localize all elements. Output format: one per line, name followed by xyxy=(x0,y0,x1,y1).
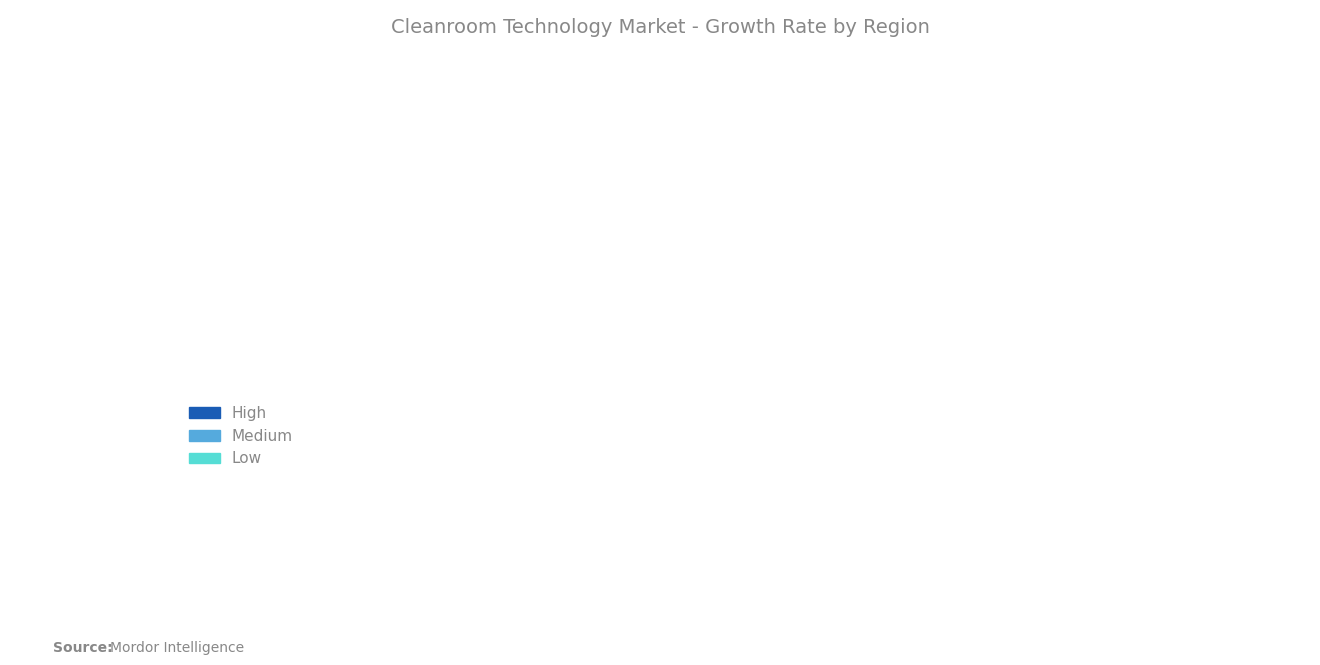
Text: Mordor Intelligence: Mordor Intelligence xyxy=(110,640,244,655)
Text: Cleanroom Technology Market - Growth Rate by Region: Cleanroom Technology Market - Growth Rat… xyxy=(391,18,929,37)
Legend: High, Medium, Low: High, Medium, Low xyxy=(183,400,300,472)
Text: Source:: Source: xyxy=(53,640,112,655)
